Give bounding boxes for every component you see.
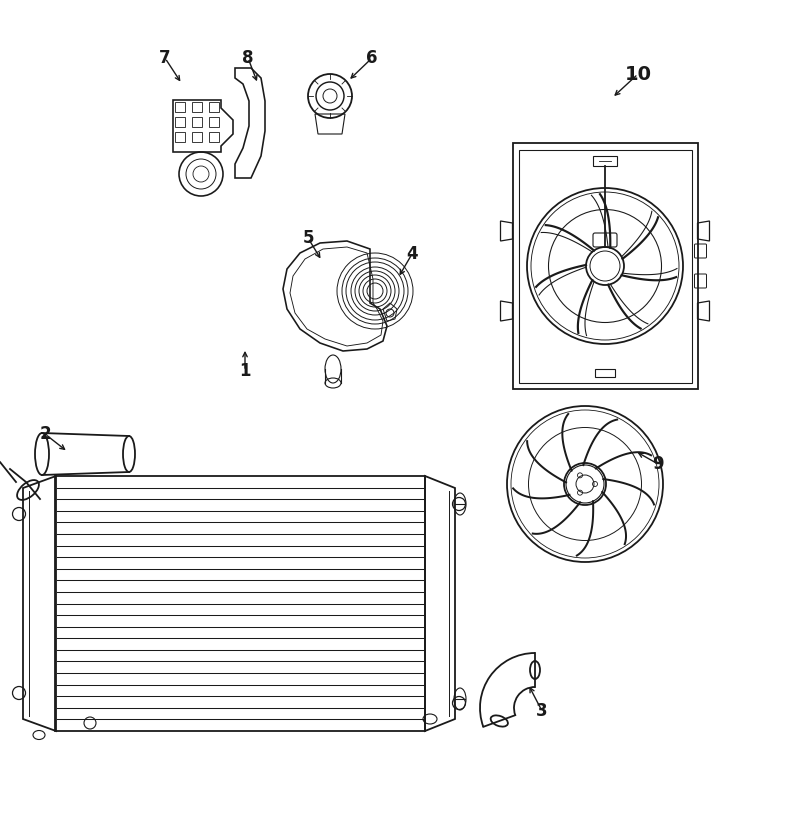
Bar — [192, 132, 202, 142]
Text: 9: 9 — [652, 455, 664, 473]
Bar — [55, 476, 425, 731]
Text: 2: 2 — [39, 425, 51, 443]
Text: 10: 10 — [625, 64, 651, 83]
Text: 7: 7 — [159, 49, 171, 67]
Text: 8: 8 — [242, 49, 253, 67]
Bar — [209, 102, 218, 112]
Bar — [209, 117, 218, 127]
Text: 4: 4 — [406, 245, 418, 263]
Text: 5: 5 — [302, 229, 314, 247]
Text: 3: 3 — [536, 702, 548, 720]
Bar — [519, 150, 692, 382]
Text: 1: 1 — [239, 362, 251, 380]
Bar — [175, 117, 185, 127]
Bar — [192, 102, 202, 112]
Text: 6: 6 — [367, 49, 378, 67]
Bar — [512, 144, 697, 388]
Bar — [593, 155, 617, 165]
Bar — [192, 117, 202, 127]
Bar — [175, 132, 185, 142]
Bar — [595, 368, 615, 377]
Bar — [175, 102, 185, 112]
Bar — [209, 132, 218, 142]
